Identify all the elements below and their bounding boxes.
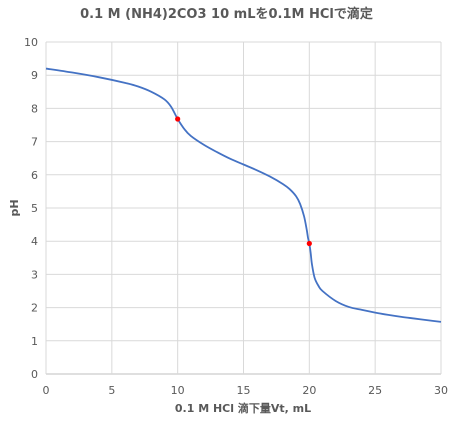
grid [45,41,442,375]
y-tick-label: 10 [24,36,38,49]
tick-labels: 0 1 2 3 4 5 6 7 8 9 10 0 5 10 15 20 25 30 [24,36,448,397]
x-tick-label: 20 [302,384,316,397]
y-axis-title: pH [8,199,21,216]
y-tick-label: 2 [31,302,38,315]
y-tick-label: 6 [31,169,38,182]
x-tick-label: 30 [434,384,448,397]
x-axis-title: 0.1 M HCl 滴下量Vt, mL [175,401,311,415]
equivalence-point-marker [306,240,312,247]
y-tick-label: 9 [31,69,38,82]
chart-title: 0.1 M (NH4)2CO3 10 mLを0.1M HClで滴定 [80,6,373,22]
y-tick-label: 4 [31,235,38,248]
x-tick-label: 5 [108,384,115,397]
x-tick-label: 25 [368,384,382,397]
x-tick-label: 0 [43,384,50,397]
y-tick-label: 3 [31,268,38,281]
y-tick-label: 1 [31,335,38,348]
y-tick-label: 7 [31,136,38,149]
x-tick-label: 10 [171,384,185,397]
series [45,67,442,323]
markers [175,116,312,247]
y-tick-label: 8 [31,102,38,115]
y-tick-label: 5 [31,202,38,215]
x-tick-label: 15 [237,384,251,397]
y-tick-label: 0 [31,368,38,381]
titration-curve [45,67,442,323]
equivalence-point-marker [175,116,181,122]
